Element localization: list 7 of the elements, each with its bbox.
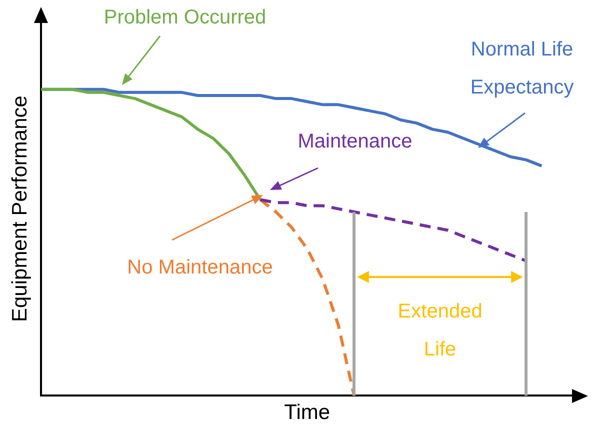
x-axis-title: Time xyxy=(284,401,330,424)
text: Problem Occurred xyxy=(104,6,266,29)
annotation: No Maintenance xyxy=(127,256,273,279)
annotation: Normal Life Expectancy xyxy=(470,38,574,99)
annotation: Maintenance xyxy=(298,130,412,153)
y-axis-title: Equipment Performance xyxy=(8,96,32,322)
annotation: Extended Life xyxy=(398,300,482,360)
